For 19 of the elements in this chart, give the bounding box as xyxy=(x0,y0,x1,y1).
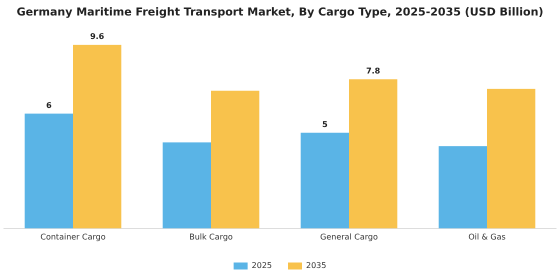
bar xyxy=(73,44,122,228)
x-tick-label: Bulk Cargo xyxy=(189,232,233,242)
data-label: 6 xyxy=(46,100,52,110)
x-tick-label: Oil & Gas xyxy=(468,232,506,242)
bar xyxy=(211,90,260,228)
chart-title: Germany Maritime Freight Transport Market, By Cargo Type, 2025-2035 (USD Billion) xyxy=(16,5,544,18)
data-label: 5 xyxy=(322,120,328,129)
x-tick-label: Container Cargo xyxy=(40,232,106,242)
legend-label: 2035 xyxy=(306,261,326,270)
data-label: 7.8 xyxy=(366,66,381,76)
bar xyxy=(162,142,211,228)
bar xyxy=(24,114,73,228)
bar xyxy=(438,146,487,228)
x-tick-label: General Cargo xyxy=(320,232,378,242)
bar xyxy=(300,132,349,228)
data-label: 9.6 xyxy=(90,32,105,41)
legend-label: 2025 xyxy=(252,261,272,270)
bar xyxy=(349,79,398,228)
bar xyxy=(487,88,536,228)
